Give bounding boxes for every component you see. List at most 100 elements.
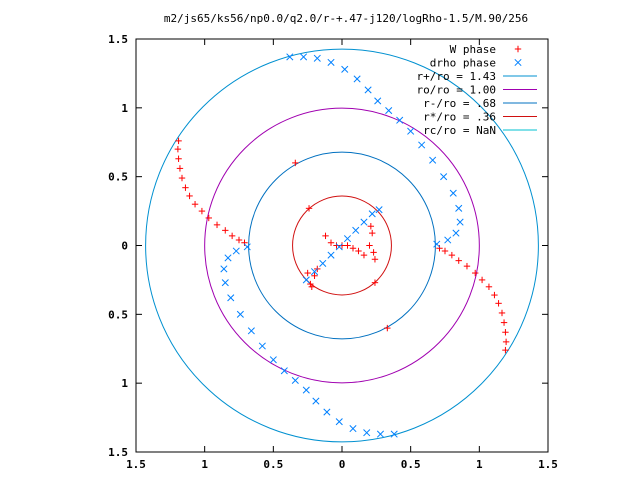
- data-point: [232, 247, 240, 255]
- data-point: [280, 367, 288, 375]
- data-point: [241, 239, 248, 246]
- data-point: [344, 242, 351, 249]
- data-point: [463, 262, 471, 270]
- data-point: [178, 174, 186, 182]
- data-point: [396, 116, 404, 124]
- data-point: [485, 283, 493, 290]
- x-tick-label: 0: [339, 458, 346, 471]
- data-point: [370, 249, 377, 256]
- data-point: [360, 251, 368, 259]
- y-tick-label: 0: [121, 240, 128, 253]
- data-point: [291, 376, 299, 384]
- data-point: [502, 329, 509, 336]
- y-tick-label: 1: [121, 102, 128, 115]
- data-point: [304, 269, 311, 277]
- data-point: [449, 189, 457, 197]
- legend-item: drho phase: [430, 57, 522, 70]
- data-point: [502, 338, 510, 346]
- x-tick-label: 1: [476, 458, 483, 471]
- data-point: [286, 53, 294, 61]
- data-point: [205, 214, 212, 222]
- data-point: [327, 251, 335, 259]
- x-tick-label: 1.5: [126, 458, 146, 471]
- data-point: [498, 309, 506, 317]
- data-point: [302, 276, 310, 284]
- data-point: [258, 342, 266, 350]
- data-point: [364, 86, 372, 94]
- data-point: [213, 221, 221, 229]
- data-point: [311, 272, 318, 279]
- data-point: [436, 245, 443, 252]
- data-point: [343, 235, 352, 243]
- data-point: [455, 204, 463, 212]
- legend-label: ro/ro = 1.00: [417, 84, 496, 97]
- y-tick-label: 1.5: [108, 33, 128, 46]
- data-point: [323, 408, 331, 416]
- y-tick-label: 0.5: [108, 171, 128, 184]
- data-point: [182, 184, 189, 191]
- data-point: [335, 418, 343, 426]
- legend-item: r*/ro = .36: [423, 111, 537, 124]
- legend-marker: [514, 58, 522, 67]
- legend-label: drho phase: [430, 57, 496, 70]
- data-point: [338, 242, 346, 249]
- legend-label: r*/ro = .36: [423, 111, 496, 124]
- data-point: [456, 218, 464, 226]
- data-point: [327, 239, 335, 246]
- data-point: [227, 294, 235, 302]
- data-point: [220, 265, 228, 273]
- data-point: [221, 279, 229, 287]
- data-point: [322, 232, 329, 240]
- data-point: [228, 232, 236, 240]
- series-0: [174, 137, 510, 354]
- legend-label: r-/ro = .68: [423, 97, 496, 110]
- data-point: [235, 236, 243, 244]
- data-point: [433, 240, 441, 248]
- y-tick-label: 0.5: [108, 308, 128, 321]
- data-point: [349, 425, 357, 433]
- data-point: [502, 346, 509, 354]
- y-tick-label: 1: [121, 377, 128, 390]
- data-point: [455, 257, 462, 264]
- data-point: [355, 247, 362, 255]
- legend-marker: [514, 45, 522, 53]
- data-point: [302, 386, 310, 394]
- data-point: [308, 283, 315, 290]
- data-point: [247, 327, 255, 335]
- data-point: [175, 155, 182, 162]
- circle-curve-3: [292, 195, 392, 296]
- data-point: [198, 207, 206, 215]
- data-point: [174, 145, 182, 153]
- data-point: [319, 259, 327, 267]
- data-point: [385, 107, 393, 115]
- data-point: [236, 310, 244, 318]
- data-point: [478, 276, 486, 284]
- series-1: [220, 53, 464, 438]
- data-point: [305, 205, 313, 212]
- legend-item: r-/ro = .68: [423, 97, 537, 110]
- data-point: [367, 223, 375, 230]
- plot-area: [145, 48, 539, 443]
- data-point: [366, 242, 373, 249]
- data-point: [292, 159, 299, 167]
- x-tick-label: 1: [201, 458, 208, 471]
- legend-item: r+/ro = 1.43: [417, 70, 537, 83]
- data-point: [269, 356, 277, 364]
- data-point: [448, 251, 456, 259]
- y-tick-label: 1.5: [108, 446, 128, 459]
- data-point: [491, 291, 498, 299]
- legend-label: rc/ro = NaN: [423, 124, 496, 137]
- data-point: [384, 324, 391, 332]
- data-point: [243, 243, 251, 251]
- data-point: [452, 229, 460, 237]
- data-point: [495, 300, 502, 307]
- data-point: [363, 429, 371, 437]
- data-point: [500, 319, 508, 326]
- x-tick-label: 0.5: [401, 458, 421, 471]
- data-point: [224, 254, 232, 262]
- chart-title: m2/js65/ks56/np0.0/q2.0/r-+.47-j120/logR…: [164, 12, 528, 25]
- x-tick-label: 0.5: [263, 458, 283, 471]
- data-point: [352, 226, 360, 234]
- data-point: [444, 236, 452, 244]
